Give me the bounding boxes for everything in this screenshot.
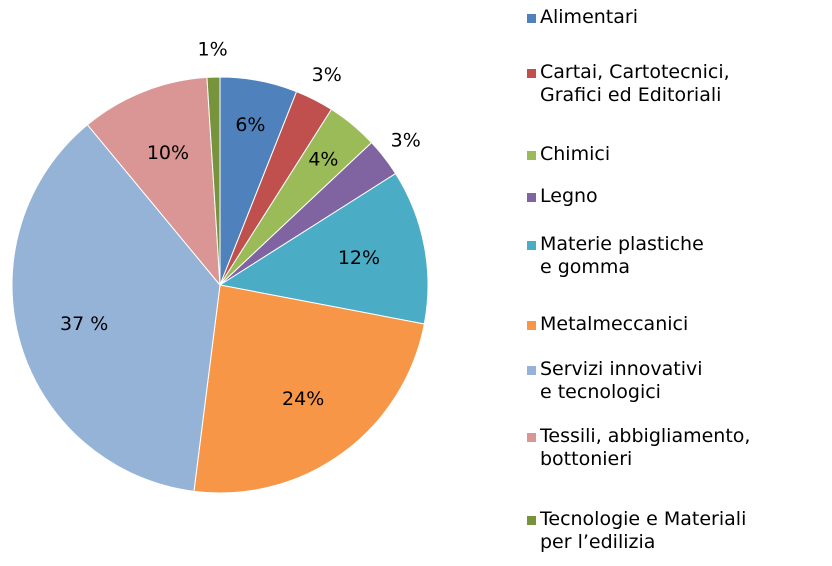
legend-label: Metalmeccanici <box>540 313 689 335</box>
legend-label: Tecnologie e Materiali per l’edilizia <box>540 508 747 553</box>
data-label: 6% <box>235 114 265 136</box>
legend-label: Servizi innovativi e tecnologici <box>540 358 703 403</box>
legend-item: Alimentari <box>527 6 638 29</box>
data-label: 10% <box>147 142 189 164</box>
legend-label: Cartai, Cartotecnici, Grafici ed Editori… <box>540 61 730 106</box>
legend-swatch <box>527 516 536 525</box>
legend-swatch <box>527 151 536 160</box>
legend-label: Tessili, abbigliamento, bottonieri <box>540 425 751 470</box>
legend-swatch <box>527 433 536 442</box>
data-label: 12% <box>338 247 380 269</box>
legend-swatch <box>527 69 536 78</box>
legend-swatch <box>527 366 536 375</box>
data-label: 3% <box>391 129 421 151</box>
legend-label: Alimentari <box>540 6 638 28</box>
data-label: 4% <box>308 148 338 170</box>
legend-swatch <box>527 193 536 202</box>
data-label: 3% <box>312 64 342 86</box>
legend-label: Legno <box>540 185 598 207</box>
legend-item: Chimici <box>527 143 610 166</box>
legend-item: Tecnologie e Materiali per l’edilizia <box>527 508 746 554</box>
legend-label: Materie plastiche e gomma <box>540 233 704 278</box>
chart: 6% 3% 4% 3% 12% 24% 37 % 10% 1% <box>11 39 429 494</box>
pie-slice <box>218 172 429 325</box>
data-label: 24% <box>282 388 324 410</box>
pie-slice <box>193 284 425 494</box>
legend-item: Tessili, abbigliamento, bottonieri <box>527 425 750 471</box>
legend-item: Metalmeccanici <box>527 313 688 336</box>
legend-item: Cartai, Cartotecnici, Grafici ed Editori… <box>527 61 730 107</box>
pie-slice <box>206 76 221 286</box>
legend-swatch <box>527 241 536 250</box>
legend-label: Chimici <box>540 143 611 165</box>
pie-slice <box>86 76 221 287</box>
data-label: 1% <box>198 39 228 61</box>
legend-item: Servizi innovativi e tecnologici <box>527 358 703 404</box>
legend-swatch <box>527 321 536 330</box>
data-label: 37 % <box>60 313 108 335</box>
legend-swatch <box>527 14 536 23</box>
legend-item: Materie plastiche e gomma <box>527 233 704 279</box>
pie-slice <box>11 124 221 492</box>
legend-item: Legno <box>527 185 598 208</box>
